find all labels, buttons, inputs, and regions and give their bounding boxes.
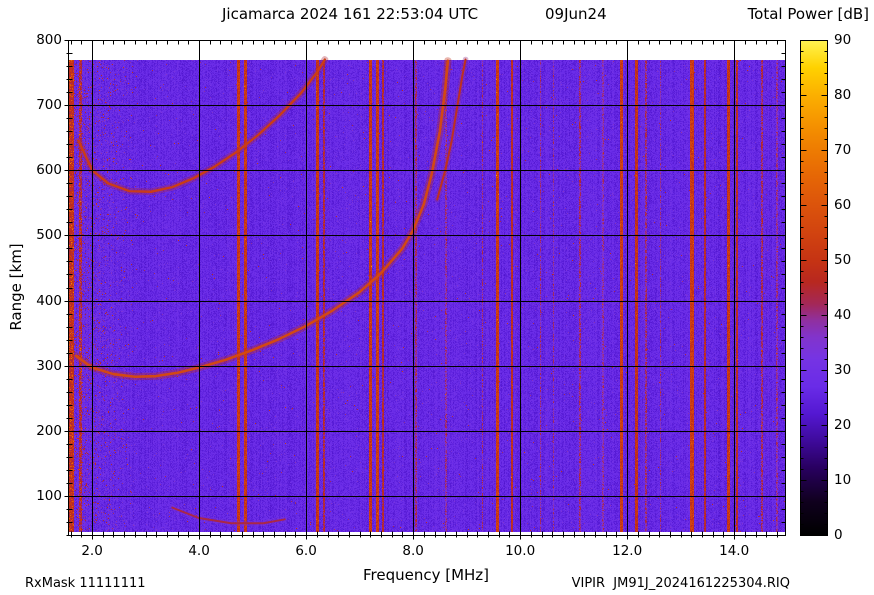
colorbar-tick-label: 40 (834, 307, 852, 323)
colorbar-tick-label: 90 (834, 32, 852, 48)
y-axis-label: Range [km] (7, 243, 25, 331)
colorbar-tick-label: 50 (834, 252, 852, 268)
x-tick-label: 8.0 (402, 543, 424, 559)
colorbar-tick-label: 80 (834, 87, 852, 103)
x-axis-label: Frequency [MHz] (362, 566, 490, 584)
y-tick-label: 600 (36, 162, 62, 179)
colorbar-tick-label: 60 (834, 197, 852, 213)
colorbar-tick-label: 70 (834, 142, 852, 158)
y-tick-label: 300 (36, 357, 62, 374)
plot-date: 09Jun24 (545, 5, 607, 23)
x-tick-label: 4.0 (188, 543, 210, 559)
plot-title: Jicamarca 2024 161 22:53:04 UTC (222, 5, 479, 23)
colorbar-tick-label: 10 (834, 472, 852, 488)
colorbar-tick-label: 0 (834, 527, 843, 543)
file-name-text: VIPIR JM91J_2024161225304.RIQ (571, 576, 790, 591)
y-tick-label: 100 (36, 487, 62, 504)
colorbar-tick-label: 20 (834, 417, 852, 433)
x-tick-label: 12.0 (612, 543, 643, 559)
x-tick-label: 10.0 (505, 543, 536, 559)
ionogram-canvas (68, 40, 785, 535)
colorbar-canvas (800, 40, 827, 535)
y-tick-label: 200 (36, 422, 62, 439)
x-tick-label: 2.0 (81, 543, 103, 559)
colorbar-title: Total Power [dB] (747, 5, 869, 23)
y-tick-label: 800 (36, 32, 62, 48)
x-tick-label: 14.0 (719, 543, 750, 559)
x-tick-label: 6.0 (295, 543, 317, 559)
y-tick-label: 700 (36, 97, 62, 114)
y-tick-label: 500 (36, 227, 62, 244)
y-tick-label: 400 (36, 292, 62, 309)
rxmask-text: RxMask 11111111 (25, 576, 146, 591)
colorbar-tick-label: 30 (834, 362, 852, 378)
